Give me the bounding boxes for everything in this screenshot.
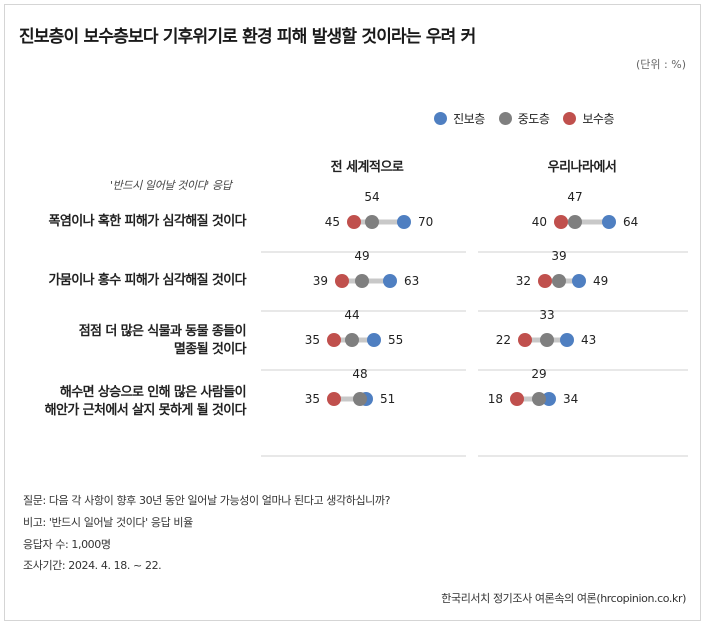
label-cons-p0-r3: 35 <box>305 392 320 406</box>
footer-question: 질문: 다음 각 사항이 향후 30년 동안 일어날 가능성이 얼마나 된다고 … <box>23 494 391 507</box>
legend-label-moderate: 중도층 <box>517 112 550 126</box>
label-mod-p1-r2: 33 <box>539 308 554 322</box>
legend-swatch-conservative <box>563 112 577 125</box>
dot-mod-p1-r0 <box>568 215 582 229</box>
row-label-drought-line1: 가뭄이나 홍수 피해가 심각해질 것이다 <box>48 273 247 288</box>
row-label-heat-line1: 폭염이나 혹한 피해가 심각해질 것이다 <box>48 214 247 229</box>
dot-prog-p0-r0 <box>397 215 411 229</box>
label-prog-p0-r1: 63 <box>404 274 419 288</box>
label-cons-p1-r1: 32 <box>516 274 531 288</box>
label-prog-p0-r2: 55 <box>388 333 403 347</box>
row-label-sea-level-line2: 해안가 근처에서 살지 못하게 될 것이다 <box>44 403 247 418</box>
dot-cons-p1-r1 <box>538 274 552 288</box>
chart-frame <box>4 4 701 621</box>
footer-respondents: 응답자 수: 1,000명 <box>23 538 111 551</box>
label-mod-p1-r0: 47 <box>567 190 582 204</box>
dot-cons-p1-r2 <box>518 333 532 347</box>
label-prog-p1-r1: 49 <box>593 274 608 288</box>
label-prog-p1-r3: 34 <box>563 392 578 406</box>
dot-cons-p1-r0 <box>554 215 568 229</box>
row-label-heat: 폭염이나 혹한 피해가 심각해질 것이다 <box>48 213 247 231</box>
legend-swatch-progressive <box>434 112 448 125</box>
footer-note: 비고: '반드시 일어날 것이다' 응답 비율 <box>23 516 193 529</box>
source-credit: 한국리서치 정기조사 여론속의 여론(hrcopinion.co.kr) <box>441 592 686 605</box>
dot-cons-p0-r2 <box>327 333 341 347</box>
row-label-extinction-line1: 점점 더 많은 식물과 동물 종들이 <box>78 324 247 339</box>
label-prog-p1-r2: 43 <box>581 333 596 347</box>
dot-prog-p1-r0 <box>602 215 616 229</box>
dot-prog-p1-r3 <box>542 392 556 406</box>
label-cons-p0-r2: 35 <box>305 333 320 347</box>
label-prog-p1-r0: 64 <box>623 215 638 229</box>
row-label-sea-level: 해수면 상승으로 인해 많은 사람들이 해안가 근처에서 살지 못하게 될 것이… <box>44 384 247 420</box>
label-cons-p1-r3: 18 <box>488 392 503 406</box>
label-cons-p1-r2: 22 <box>496 333 511 347</box>
dot-prog-p0-r2 <box>367 333 381 347</box>
label-prog-p0-r3: 51 <box>380 392 395 406</box>
response-note: '반드시 일어날 것이다' 응답 <box>110 179 232 192</box>
dot-cons-p0-r0 <box>347 215 361 229</box>
panel-title-korea: 우리나라에서 <box>547 160 617 175</box>
dot-cons-p0-r3 <box>327 392 341 406</box>
legend-item-progressive: 진보층 <box>434 110 485 127</box>
dot-mod-p0-r2 <box>345 333 359 347</box>
label-mod-p0-r1: 49 <box>354 249 369 263</box>
legend-item-conservative: 보수층 <box>563 110 614 127</box>
dot-cons-p0-r1 <box>335 274 349 288</box>
label-prog-p0-r0: 70 <box>418 215 433 229</box>
dot-mod-p1-r1 <box>552 274 566 288</box>
dot-cons-p1-r3 <box>510 392 524 406</box>
dot-mod-p0-r1 <box>355 274 369 288</box>
row-label-sea-level-line1: 해수면 상승으로 인해 많은 사람들이 <box>59 385 247 400</box>
footer-period: 조사기간: 2024. 4. 18. ~ 22. <box>23 559 162 572</box>
label-mod-p0-r0: 54 <box>364 190 379 204</box>
label-mod-p0-r3: 48 <box>352 367 367 381</box>
row-label-extinction: 점점 더 많은 식물과 동물 종들이 멸종될 것이다 <box>78 323 247 359</box>
dot-mod-p1-r2 <box>540 333 554 347</box>
legend-label-conservative: 보수층 <box>582 112 614 126</box>
unit-note: (단위 : %) <box>636 58 686 71</box>
dot-prog-p1-r1 <box>572 274 586 288</box>
panel-title-world: 전 세계적으로 <box>330 160 404 175</box>
legend: 진보층 중도층 보수층 <box>434 110 614 127</box>
label-cons-p0-r1: 39 <box>313 274 328 288</box>
label-mod-p1-r3: 29 <box>531 367 546 381</box>
label-mod-p1-r1: 39 <box>551 249 566 263</box>
legend-item-moderate: 중도층 <box>498 110 550 127</box>
legend-swatch-moderate <box>498 112 512 125</box>
label-mod-p0-r2: 44 <box>344 308 359 322</box>
dot-mod-p1-r3 <box>532 392 546 406</box>
row-label-extinction-line2: 멸종될 것이다 <box>173 342 247 357</box>
dot-mod-p0-r3 <box>353 392 367 406</box>
legend-label-progressive: 진보층 <box>453 112 485 126</box>
chart-title: 진보층이 보수층보다 기후위기로 환경 피해 발생할 것이라는 우려 커 <box>19 27 476 47</box>
label-cons-p0-r0: 45 <box>325 215 340 229</box>
dot-mod-p0-r0 <box>365 215 379 229</box>
dot-prog-p1-r2 <box>560 333 574 347</box>
label-cons-p1-r0: 40 <box>532 215 547 229</box>
dot-prog-p0-r1 <box>383 274 397 288</box>
row-label-drought: 가뭄이나 홍수 피해가 심각해질 것이다 <box>48 272 247 290</box>
